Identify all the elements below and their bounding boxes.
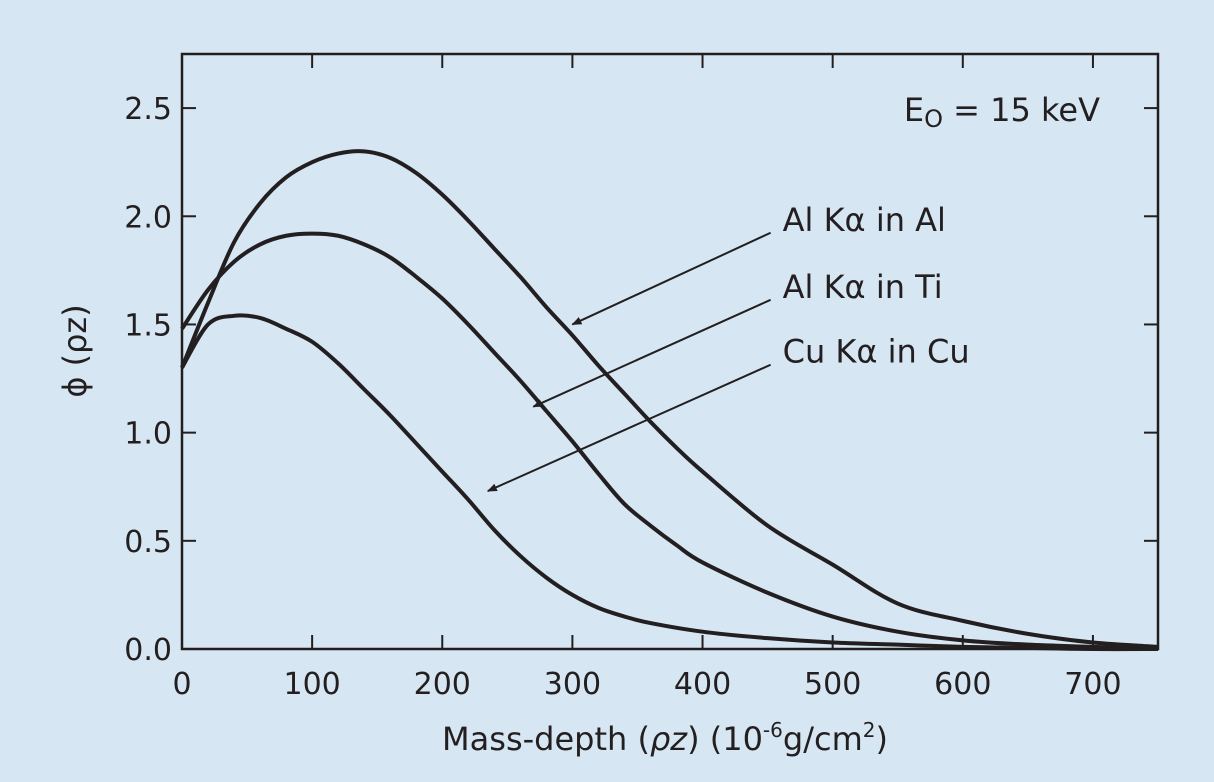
y-tick-label: 1.5 — [124, 308, 172, 343]
y-tick-labels: 0.0 0.5 1.0 1.5 2.0 2.5 — [124, 92, 172, 668]
x-tick-label: 400 — [674, 667, 731, 702]
y-tick-label: 1.0 — [124, 417, 172, 452]
label-arrow-1 — [532, 298, 772, 408]
y-tick-label: 0.0 — [124, 633, 172, 668]
y-tick-label: 2.0 — [124, 200, 172, 235]
y-tick-label: 0.5 — [124, 525, 172, 560]
label-arrow-2 — [486, 363, 772, 492]
series-label-0: Al Kα in Al — [783, 201, 946, 239]
label-arrow-0 — [571, 231, 772, 326]
x-tick-label: 100 — [284, 667, 341, 702]
y-tick-label: 2.5 — [124, 92, 172, 127]
x-tick-labels: 0 100 200 300 400 500 600 700 — [172, 667, 1121, 702]
label-arrows — [486, 231, 772, 492]
x-axis-title: Mass-depth (ρz) (10-6g/cm2) — [442, 718, 888, 758]
series-labels: Al Kα in Al Al Kα in Ti Cu Kα in Cu — [783, 201, 970, 371]
series-curves — [180, 149, 1159, 652]
series-label-2: Cu Kα in Cu — [783, 333, 970, 371]
axis-ticks — [181, 54, 1158, 650]
x-tick-label: 0 — [172, 667, 191, 702]
energy-annotation: EO = 15 keV — [904, 91, 1100, 133]
series-line-0 — [180, 149, 1159, 649]
x-tick-label: 700 — [1064, 667, 1121, 702]
x-tick-label: 500 — [804, 667, 861, 702]
series-line-1 — [180, 231, 1159, 651]
y-axis-title: ϕ (ρz) — [56, 304, 94, 397]
series-line-2 — [180, 313, 1159, 652]
plot-frame — [180, 52, 1160, 651]
x-tick-label: 300 — [544, 667, 601, 702]
series-label-1: Al Kα in Ti — [783, 268, 943, 306]
x-tick-label: 200 — [414, 667, 471, 702]
x-tick-label: 600 — [934, 667, 991, 702]
